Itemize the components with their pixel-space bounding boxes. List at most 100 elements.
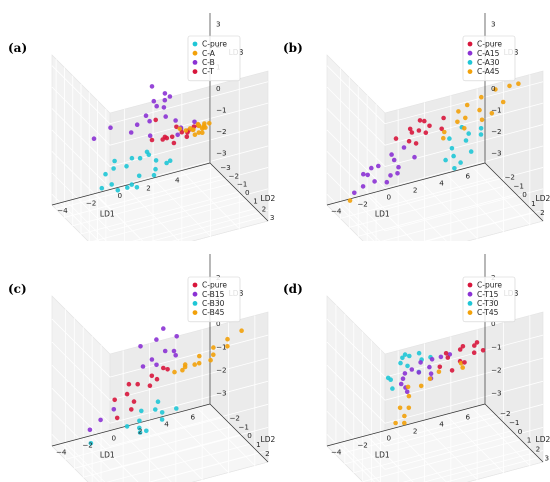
data-point	[406, 393, 412, 399]
data-point	[416, 370, 422, 375]
tick-label-z: 3	[491, 20, 496, 29]
data-point	[225, 336, 230, 342]
data-point	[98, 417, 103, 423]
tick-label-x: 2	[146, 183, 151, 192]
gridline-y	[88, 92, 248, 241]
legend-label: C-A15	[477, 49, 500, 58]
data-point	[161, 326, 166, 331]
data-point	[449, 368, 455, 373]
data-point	[479, 94, 484, 100]
data-point	[439, 126, 444, 132]
data-point	[443, 351, 449, 356]
data-point	[140, 364, 146, 369]
data-point	[125, 185, 130, 190]
gridline-x	[117, 336, 177, 482]
data-point	[190, 127, 196, 133]
tick-label-y: 2	[536, 445, 541, 454]
data-point	[477, 107, 482, 113]
data-point	[456, 109, 461, 114]
panel-label: (b)	[283, 41, 303, 55]
data-point	[460, 344, 466, 349]
gridline-y	[357, 86, 517, 237]
data-point	[165, 367, 170, 372]
legend-marker	[467, 282, 473, 288]
data-point	[153, 158, 159, 163]
data-point	[159, 417, 165, 422]
data-point	[393, 420, 398, 426]
gridline-y	[339, 68, 499, 219]
gridline-y	[91, 336, 251, 482]
data-point	[462, 126, 467, 131]
data-point	[211, 352, 216, 357]
scatter3d-panel-d: −4−20246−2−10123−3−2−1012LD1LD2LD3(d)C-p…	[275, 241, 550, 482]
gridline-y	[380, 349, 539, 482]
data-point	[407, 353, 412, 359]
data-point	[183, 128, 189, 133]
data-point	[464, 102, 470, 108]
axis-line-y	[209, 162, 269, 222]
gridline-y	[82, 327, 242, 478]
gridline-z	[326, 151, 544, 210]
data-point	[472, 343, 477, 348]
tick-label-x: 0	[387, 434, 392, 443]
data-point	[173, 118, 178, 123]
gridline-x	[418, 88, 478, 240]
axis-line-y	[484, 403, 544, 463]
tick-label-x: −4	[57, 206, 68, 215]
tick-label-z: 0	[491, 84, 496, 93]
gridline-y	[353, 322, 512, 474]
data-point	[400, 376, 406, 381]
data-point	[162, 91, 168, 96]
data-point	[445, 355, 451, 360]
gridline-y	[80, 84, 240, 235]
data-point	[388, 173, 393, 178]
gridline-y	[73, 318, 233, 469]
data-point	[147, 383, 153, 388]
legend-label: C-A	[202, 49, 216, 58]
data-point	[395, 171, 400, 176]
legend-label: C-A30	[477, 58, 500, 67]
axis-title-y: LD2	[536, 435, 550, 444]
scatter3d-svg-c: −4−20246−2−1012−3−2−1012LD1LD2LD3(c)C-pu…	[8, 254, 275, 482]
scatter3d-svg-d: −4−20246−2−10123−3−2−1012LD1LD2LD3(d)C-p…	[283, 254, 550, 482]
data-point	[466, 131, 471, 136]
tick-label-x: −2	[82, 441, 93, 450]
data-point	[442, 129, 447, 135]
tick-label-x: −2	[357, 200, 368, 209]
gridline-x	[66, 109, 125, 241]
data-point	[401, 145, 407, 150]
data-point	[162, 134, 168, 140]
tick-label-x: 4	[175, 176, 180, 185]
data-point	[124, 391, 130, 397]
data-point	[143, 113, 149, 118]
axis-title-x: LD1	[375, 209, 390, 218]
data-point	[493, 87, 498, 92]
data-point	[390, 386, 395, 391]
gridline-z	[326, 86, 544, 146]
tick-label-x: 0	[118, 191, 123, 200]
legend-marker	[192, 50, 198, 56]
data-point	[405, 363, 410, 369]
tick-label-y: 2	[265, 449, 270, 458]
tick-label-y: −2	[228, 171, 239, 180]
gridline-y	[375, 104, 535, 241]
gridline-z	[51, 194, 269, 241]
data-point	[149, 84, 155, 89]
data-point	[405, 384, 411, 390]
data-point	[124, 164, 129, 169]
scatter3d-svg-b: −4−20246−2−1012−3−2−10123LD1LD2LD3(b)C-p…	[283, 13, 550, 241]
legend-label: C-T45	[477, 308, 499, 317]
data-point	[406, 138, 412, 144]
data-point	[208, 357, 213, 363]
data-point	[184, 134, 190, 140]
data-points	[347, 81, 521, 203]
data-point	[455, 119, 460, 125]
data-point	[173, 353, 178, 358]
data-point	[458, 160, 463, 165]
data-point	[402, 413, 407, 419]
gridline-x	[94, 101, 154, 241]
gridline-z	[326, 388, 544, 447]
data-points	[91, 84, 212, 193]
data-point	[139, 408, 144, 414]
